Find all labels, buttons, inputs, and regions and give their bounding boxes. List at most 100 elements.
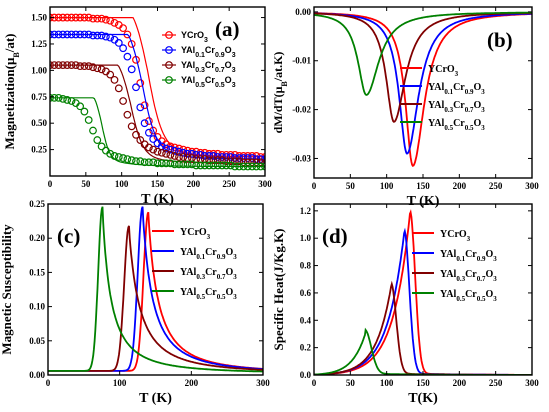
panel-label: (d)	[322, 224, 348, 248]
x-tick-label: 150	[416, 378, 430, 388]
data-point	[209, 152, 218, 160]
legend-label: YAl0.1Cr0.9O3	[181, 45, 236, 59]
data-point	[256, 158, 265, 167]
data-point	[136, 136, 145, 144]
data-point	[110, 18, 119, 27]
data-point	[89, 31, 97, 40]
data-point	[256, 153, 265, 161]
data-point	[63, 61, 72, 69]
legend: YCrO3YAl0.1Cr0.9O3YAl0.3Cr0.7O3YAl0.5Cr0…	[412, 229, 497, 303]
data-point	[59, 13, 67, 22]
x-tick-label: 200	[185, 378, 199, 388]
data-point	[123, 110, 132, 119]
data-point	[149, 135, 158, 143]
y-tick-label: 0.8	[300, 261, 312, 271]
data-point	[50, 93, 59, 102]
data-point	[84, 30, 93, 39]
y-axis-label: Magnetization(μB/at)	[2, 34, 21, 150]
panel-c: 0 100 200 300 0.00 0.05 0.10 0.15 0.20 0.25 T (K) M…	[0, 199, 270, 406]
panel-d: 0 50 100 150 200 250 300 0.0 0.2 0.4 0.6 0.8 1.0 1.2 T…	[271, 203, 539, 406]
panel-label: (b)	[487, 28, 513, 52]
data-point	[218, 156, 226, 165]
data-point	[179, 148, 188, 157]
legend: YCrO3YAl0.1Cr0.9O3YAl0.3Cr0.7O3YAl0.5Cr0…	[162, 30, 236, 89]
data-point	[89, 14, 97, 23]
data-point	[209, 161, 218, 170]
series-group	[50, 13, 265, 171]
x-tick-label: 0	[312, 181, 317, 191]
legend-entry: YCrO3	[152, 227, 211, 241]
legend-entry: YAl0.1Cr0.9O3	[412, 249, 497, 263]
y-tick-label: 0.10	[29, 302, 45, 312]
data-point	[243, 158, 252, 167]
legend-label: YAl0.5Cr0.5O3	[180, 287, 237, 301]
y-tick-label: 0.00	[295, 7, 311, 17]
data-point	[54, 13, 63, 22]
data-point	[97, 31, 106, 40]
data-point	[209, 156, 218, 165]
data-point	[119, 24, 127, 33]
plot-frame	[47, 203, 264, 376]
series-line-3	[48, 206, 263, 373]
y-axis-label: Magnetic Susceptibility	[0, 224, 14, 355]
data-point	[162, 149, 171, 158]
data-point	[89, 63, 97, 72]
x-tick-label: 0	[48, 179, 53, 189]
data-point	[50, 30, 59, 39]
data-point	[71, 61, 80, 69]
y-tick-label: 0.0	[300, 370, 312, 380]
data-point	[80, 107, 89, 116]
legend-label: YAl0.3Cr0.7O3	[440, 269, 497, 283]
data-point	[149, 158, 158, 167]
data-point	[136, 103, 145, 112]
data-point	[93, 64, 102, 73]
data-point	[67, 97, 76, 105]
data-point	[119, 97, 127, 105]
data-point	[222, 161, 231, 170]
y-tick-label: -0.03	[292, 153, 311, 163]
legend-entry: YCrO3	[412, 229, 471, 243]
legend-entry: YAl0.3Cr0.7O3	[152, 267, 237, 281]
x-tick-label: 100	[113, 378, 127, 388]
data-point	[84, 13, 93, 22]
legend-label: YAl0.3Cr0.7O3	[180, 267, 237, 281]
y-axis-label: Specific Heat(J/Kg.K)	[271, 228, 286, 350]
y-tick-label: 1.0	[300, 233, 312, 243]
x-axis-label: T(K)	[408, 391, 438, 406]
legend-entry: YAl0.5Cr0.5O3	[400, 118, 485, 132]
y-tick-label: 0.25	[29, 199, 45, 209]
data-point	[166, 150, 175, 159]
data-point	[140, 158, 149, 167]
data-point	[230, 157, 239, 166]
y-tick-label: 0.20	[29, 233, 45, 243]
data-point	[144, 143, 153, 152]
x-tick-label: 0	[46, 378, 51, 388]
data-point	[136, 79, 145, 87]
data-point	[149, 145, 158, 154]
data-point	[71, 30, 80, 39]
data-point	[127, 40, 136, 48]
data-point	[110, 75, 119, 84]
data-point	[144, 128, 153, 137]
data-point	[157, 159, 166, 168]
data-point	[140, 101, 149, 110]
data-point	[179, 160, 188, 169]
x-tick-label: 250	[489, 181, 503, 191]
data-point	[213, 161, 222, 170]
data-point	[205, 161, 214, 170]
data-point	[162, 144, 171, 153]
series-line-3	[314, 11, 532, 96]
legend-marker	[165, 76, 173, 84]
x-tick-label: 300	[525, 378, 539, 388]
x-tick-label: 300	[256, 378, 270, 388]
legend-label: YAl0.5Cr0.5O3	[181, 75, 236, 89]
data-point	[166, 145, 175, 154]
data-point	[153, 159, 162, 168]
series-group	[314, 11, 532, 167]
legend-marker	[165, 46, 173, 54]
legend-label: YCrO3	[428, 64, 459, 78]
data-point	[97, 14, 106, 23]
data-point	[144, 158, 153, 167]
data-point	[119, 44, 127, 53]
data-point	[213, 156, 222, 165]
